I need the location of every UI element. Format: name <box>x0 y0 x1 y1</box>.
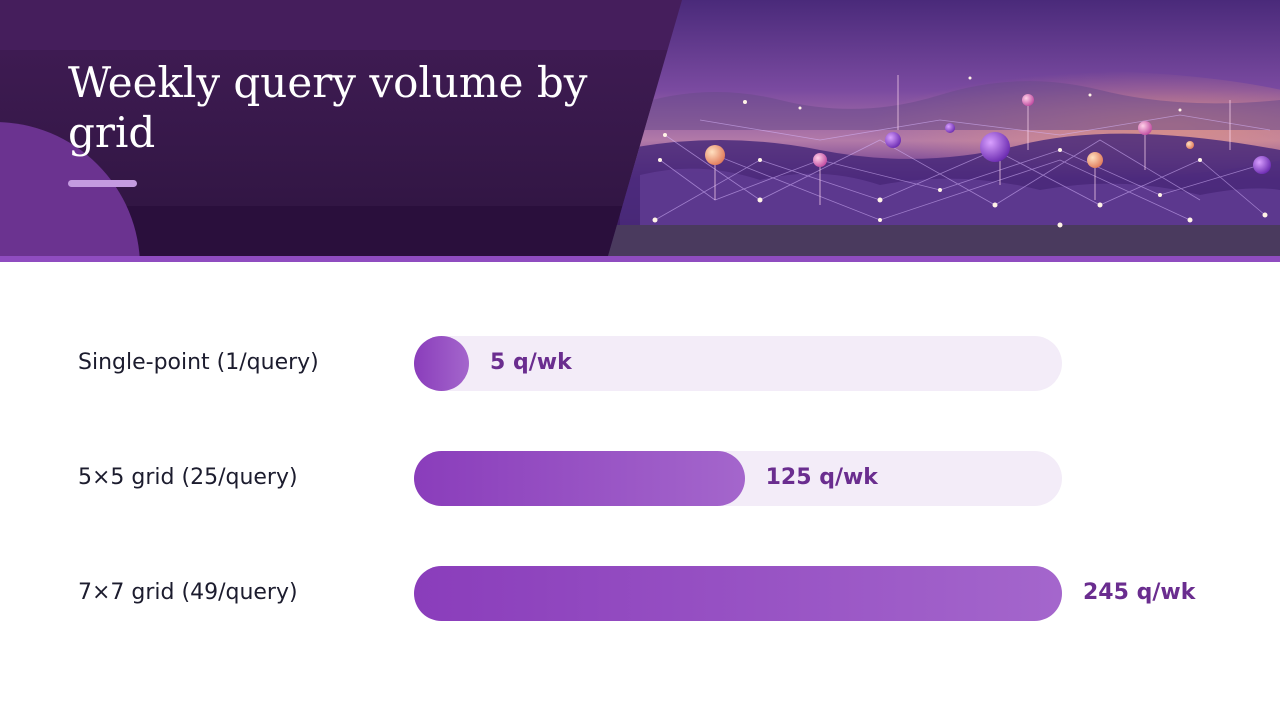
network-map-illustration <box>608 0 1280 256</box>
header-accent-line <box>0 256 1280 262</box>
title-underline <box>68 180 137 187</box>
bar <box>414 566 1062 621</box>
value-label: 125 q/wk <box>765 465 878 490</box>
value-label: 5 q/wk <box>490 350 572 375</box>
category-label: 5×5 grid (25/query) <box>78 465 298 490</box>
bar <box>414 336 469 391</box>
bar-track <box>414 336 1062 391</box>
slide-title: Weekly query volume by grid <box>68 58 588 157</box>
category-label: 7×7 grid (49/query) <box>78 580 298 605</box>
bar <box>414 451 745 506</box>
category-label: Single-point (1/query) <box>78 350 319 375</box>
value-label: 245 q/wk <box>1083 580 1196 605</box>
header-banner: Weekly query volume by grid <box>0 0 1280 262</box>
bar-chart: Single-point (1/query) 5 q/wk 5×5 grid (25… <box>0 262 1280 720</box>
